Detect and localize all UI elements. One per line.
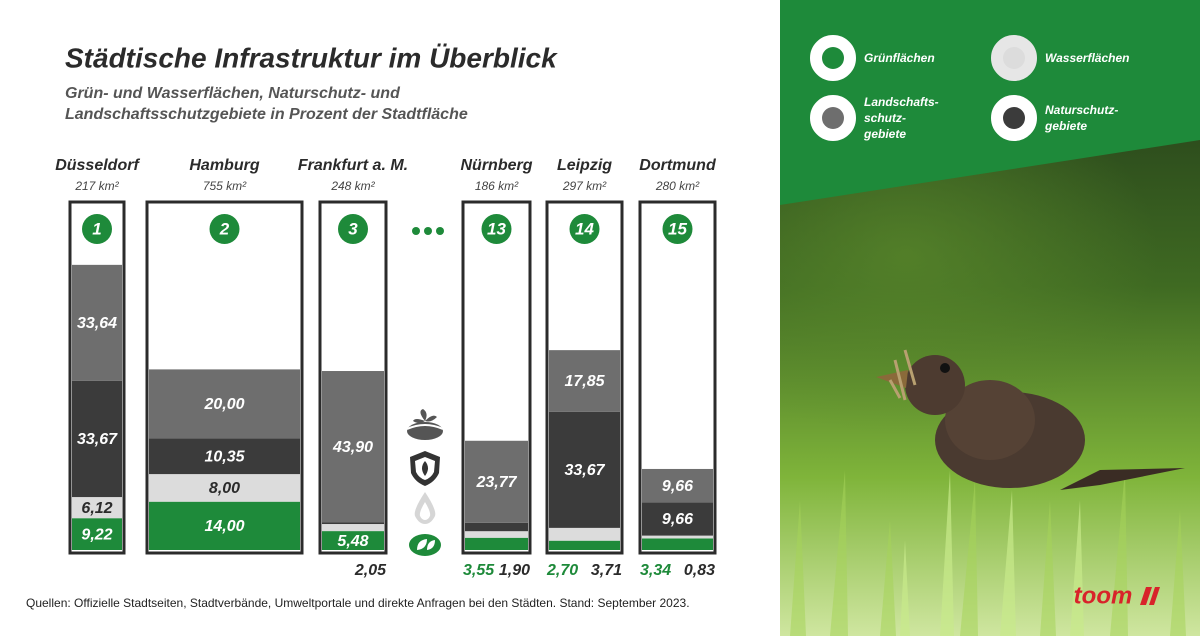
segment [465,522,528,532]
segment [642,538,713,550]
value-label: 2,70 [546,562,578,579]
rank: 14 [575,219,594,238]
value-label: 9,66 [662,511,693,528]
rank: 3 [348,219,358,238]
legend-item: Naturschutz-gebiete [1045,103,1119,133]
value-label: 20,00 [203,396,244,413]
logo-mark [1140,587,1160,605]
segment [322,531,384,550]
segment [72,497,122,519]
value-label: 6,12 [81,500,112,517]
segment [149,369,300,439]
source: Quellen: Offizielle Stadtseiten, Stadtve… [26,596,690,610]
segment [465,531,528,538]
value-label: 2,05 [354,562,387,579]
legend-icon-inner [822,47,844,69]
rank: 2 [219,219,230,238]
city-area: 248 km² [330,179,375,193]
legend-icon-inner [1003,107,1025,129]
legend-icon-inner [822,107,844,129]
segment [322,371,384,523]
rank: 13 [487,219,506,238]
city-area: 755 km² [203,179,247,193]
segment [642,468,713,503]
city-name: Hamburg [189,157,259,174]
rank-badge [481,214,512,244]
city-name: Düsseldorf [55,157,140,174]
value-label: 14,00 [204,518,244,535]
value-label: 23,77 [475,474,517,491]
legend-item: Wasserflächen [1045,51,1130,65]
value-label: 9,66 [662,478,693,495]
segment [149,438,300,475]
legend-icon-inner [1003,47,1025,69]
rank-badge [209,214,240,244]
subtitle: Grün- und Wasserflächen, Naturschutz- un… [65,85,401,102]
value-label: 8,00 [209,480,240,497]
value-label: 17,85 [564,373,605,390]
city-name: Frankfurt a. M. [298,157,408,174]
segment [322,524,384,532]
bird [876,349,1185,490]
value-label: 43,90 [332,439,373,456]
city-name: Leipzig [557,157,612,174]
rank-badge [338,214,368,244]
rank-badge [662,214,693,244]
value-label: 5,48 [337,533,368,550]
icon-shield [410,451,440,486]
value-label: 33,67 [564,462,605,479]
city-name: Dortmund [639,157,717,174]
value-label: 33,67 [77,431,118,448]
value-label: 9,22 [81,526,112,543]
value-label: 3,71 [591,562,622,579]
legend-item: Landschafts-schutz-gebiete [864,95,939,141]
rank: 1 [92,219,101,238]
chart-title: Städtische Infrastruktur im Überblick [65,42,558,73]
city-area: 186 km² [475,179,519,193]
segment [149,501,300,550]
city-area: 280 km² [655,179,700,193]
segment [465,440,528,523]
segment [72,518,122,550]
segment [72,264,122,381]
city-area: 217 km² [74,179,119,193]
value-label: 3,55 [463,562,495,579]
rank: 15 [668,219,687,238]
segment [549,540,620,550]
icon-water [414,492,436,524]
rank-badge [569,214,600,244]
rank-badge [82,214,112,244]
photo [780,0,1200,636]
value-label: 33,64 [77,315,117,332]
value-label: 0,83 [684,562,715,579]
segment [549,527,620,541]
icon-landscape [406,409,444,440]
city-area: 297 km² [562,179,607,193]
segment [322,522,384,525]
legend-label: Landschafts-schutz-gebiete [864,95,939,141]
city-name: Nürnberg [461,157,533,174]
value-label: 10,35 [204,448,245,465]
legend-label: Wasserflächen [1045,51,1130,65]
segment [149,474,300,502]
logo: toom [1074,582,1133,609]
legend: Grünflächen Wasserflächen Naturschutz-gebi… [808,33,1130,143]
segment [642,502,713,536]
legend-label: Naturschutz-gebiete [1045,103,1119,133]
legend-item: Grünflächen [864,51,935,65]
subtitle: Landschaftsschutzgebiete in Prozent der … [65,106,468,123]
segment [642,535,713,539]
legend-label: Grünflächen [864,51,935,65]
segment [549,350,620,412]
segment [72,380,122,498]
value-label: 1,90 [499,562,530,579]
ellipsis [412,227,444,235]
segment [465,537,528,550]
value-label: 3,34 [640,562,671,579]
icon-leaf [409,534,441,556]
segment [549,411,620,528]
